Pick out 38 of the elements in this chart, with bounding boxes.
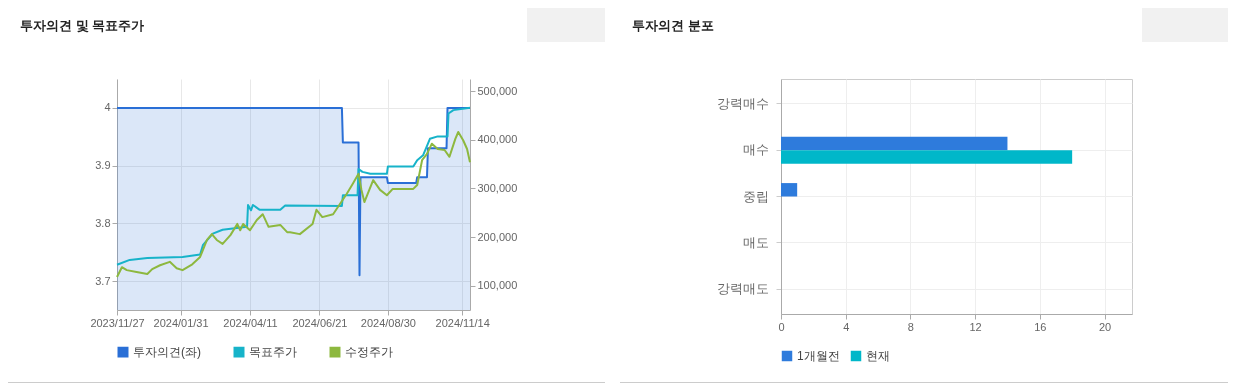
- y2-tick-label: 200,000: [477, 230, 518, 243]
- chart-title: 투자의견 및 목표주가: [20, 18, 145, 33]
- y-tick-label: 중립: [742, 188, 769, 204]
- x-tick-label: 4: [843, 320, 850, 333]
- x-tick-label: 16: [1034, 320, 1047, 333]
- line-series: [116, 106, 471, 266]
- y-tick-label: 매수: [742, 142, 769, 158]
- x-tick-label: 20: [1098, 320, 1112, 333]
- x-tick-label: 12: [969, 320, 982, 333]
- legend-label: 현재: [866, 349, 890, 363]
- y2-tick-label: 500,000: [477, 84, 518, 97]
- y-tick-label: 4: [104, 101, 111, 114]
- legend-label: 1개월전: [797, 349, 840, 363]
- x-tick-label: 2024/11/14: [435, 316, 490, 329]
- y-tick-label: 3.9: [95, 159, 111, 172]
- line-series: [116, 131, 471, 278]
- x-tick-label: 2024/06/21: [292, 316, 348, 329]
- x-tick-label: 2023/11/27: [90, 316, 145, 329]
- bar: [781, 150, 1073, 164]
- legend-label: 수정주가: [345, 345, 393, 360]
- y-tick-label: 3.8: [95, 216, 111, 229]
- x-tick-label: 2024/08/30: [360, 316, 416, 329]
- y2-tick-label: 100,000: [477, 279, 518, 292]
- y2-tick-label: 300,000: [477, 181, 518, 194]
- y-tick-label: 3.7: [95, 274, 111, 287]
- y-tick-label: 강력매도: [716, 281, 769, 297]
- y2-tick-label: 400,000: [477, 133, 518, 146]
- x-tick-label: 0: [778, 320, 785, 333]
- x-tick-label: 2024/01/31: [153, 316, 209, 329]
- legend-label: 투자의견(좌): [133, 345, 201, 360]
- y-tick-label: 매도: [742, 234, 769, 250]
- bar: [781, 136, 1008, 151]
- legend-label: 목표주가: [249, 345, 297, 360]
- text: 투자의견 분포: [632, 18, 714, 33]
- x-tick-label: 8: [907, 320, 914, 333]
- y-tick-label: 강력매수: [716, 95, 769, 111]
- bar: [781, 183, 798, 197]
- x-tick-label: 2024/04/11: [223, 316, 278, 329]
